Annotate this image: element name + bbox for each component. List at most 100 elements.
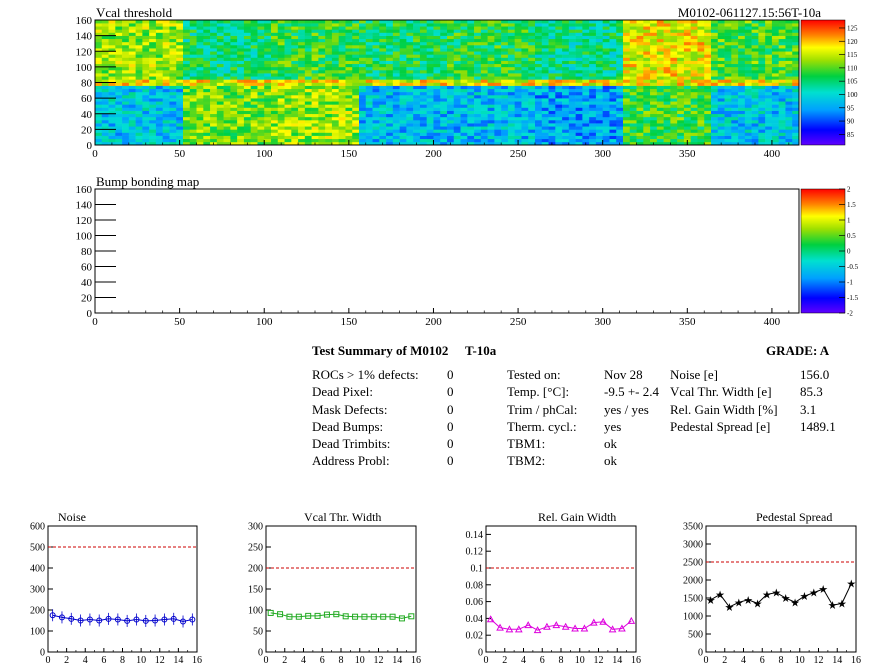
heatmap-cell (447, 70, 455, 74)
heatmap-cell (440, 26, 448, 30)
heatmap-cell (325, 104, 333, 108)
heatmap-cell (169, 120, 177, 124)
heatmap-cell (176, 20, 184, 24)
heatmap-cell (311, 82, 319, 86)
heatmap-cell (616, 23, 624, 27)
heatmap-cell (230, 35, 238, 40)
heatmap-cell (623, 32, 631, 36)
heatmap-cell (636, 116, 644, 121)
heatmap-cell (751, 41, 759, 46)
heatmap-cell (230, 88, 238, 93)
heatmap-cell (243, 98, 251, 102)
heatmap-cell (331, 107, 339, 111)
heatmap-cell (298, 23, 306, 27)
heatmap-cell (711, 98, 719, 102)
heatmap-cell (196, 35, 204, 40)
heatmap-cell (602, 38, 610, 43)
heatmap-cell (575, 79, 583, 83)
heatmap-cell (541, 104, 549, 108)
heatmap-cell (636, 85, 644, 90)
heatmap-cell (724, 138, 732, 143)
heatmap-cell (196, 120, 204, 124)
heatmap-cell (243, 41, 251, 46)
heatmap-cell (237, 98, 245, 102)
heatmap-cell (677, 101, 685, 105)
heatmap-cell (758, 38, 766, 43)
heatmap-cell (704, 66, 712, 71)
heatmap-cell (271, 98, 279, 102)
heatmap-cell (399, 48, 407, 52)
heatmap-cell (189, 48, 197, 52)
heatmap-cell (399, 76, 407, 80)
heatmap-cell (183, 35, 191, 40)
heatmap-cell (135, 66, 143, 71)
heatmap-cell (575, 116, 583, 121)
heatmap-cell (717, 66, 725, 71)
heatmap-cell (738, 66, 746, 71)
heatmap-cell (785, 76, 793, 80)
heatmap-cell (568, 120, 576, 124)
heatmap-cell (507, 123, 515, 127)
heatmap-cell (331, 88, 339, 93)
heatmap-cell (751, 26, 759, 30)
heatmap-cell (169, 20, 177, 24)
heatmap-cell (162, 26, 170, 30)
heatmap-cell (413, 135, 421, 140)
heatmap-cell (535, 73, 543, 77)
heatmap-cell (399, 85, 407, 90)
heatmap-cell (616, 79, 624, 83)
heatmap-cell (284, 51, 292, 55)
heatmap-cell (331, 29, 339, 33)
heatmap-cell (318, 38, 326, 43)
heatmap-cell (501, 98, 509, 102)
heatmap-cell (304, 32, 312, 36)
heatmap-cell (535, 26, 543, 30)
heatmap-cell (406, 32, 414, 36)
heatmap-cell (460, 135, 468, 140)
heatmap-cell (616, 66, 624, 71)
heatmap-cell (433, 116, 441, 121)
heatmap-cell (216, 20, 224, 24)
heatmap-cell (616, 29, 624, 33)
heatmap-cell (135, 35, 143, 40)
heatmap-cell (690, 132, 698, 136)
heatmap-cell (453, 63, 461, 68)
heatmap-cell (413, 38, 421, 43)
heatmap-cell (101, 70, 109, 74)
heatmap-cell (155, 107, 163, 111)
heatmap-cell (670, 116, 678, 121)
heatmap-cell (277, 120, 285, 124)
heatmap-cell (568, 73, 576, 77)
heatmap-cell (785, 57, 793, 61)
heatmap-cell (541, 107, 549, 111)
heatmap-cell (359, 82, 367, 86)
heatmap-cell (555, 104, 563, 108)
heatmap-cell (237, 141, 245, 146)
heatmap-cell (237, 113, 245, 118)
heatmap-cell (650, 132, 658, 136)
heatmap-cell (717, 76, 725, 80)
heatmap-cell (778, 129, 786, 133)
heatmap-cell (487, 73, 495, 77)
heatmap-cell (291, 113, 299, 118)
heatmap-cell (243, 66, 251, 71)
heatmap-cell (318, 113, 326, 118)
heatmap-cell (95, 60, 103, 65)
heatmap-cell (555, 138, 563, 143)
heatmap-cell (101, 113, 109, 118)
heatmap-cell (277, 41, 285, 46)
heatmap-cell (670, 60, 678, 65)
heatmap-cell (331, 129, 339, 133)
heatmap-cell (311, 104, 319, 108)
heatmap-cell (298, 110, 306, 115)
heatmap-cell (548, 135, 556, 140)
heatmap-cell (541, 57, 549, 61)
heatmap-cell (480, 20, 488, 24)
y-tick-label: 120 (76, 46, 93, 58)
heatmap-cell (656, 41, 664, 46)
heatmap-cell (271, 110, 279, 115)
heatmap-cell (271, 95, 279, 99)
heatmap-cell (189, 132, 197, 136)
heatmap-cell (494, 132, 502, 136)
heatmap-cell (372, 45, 380, 49)
